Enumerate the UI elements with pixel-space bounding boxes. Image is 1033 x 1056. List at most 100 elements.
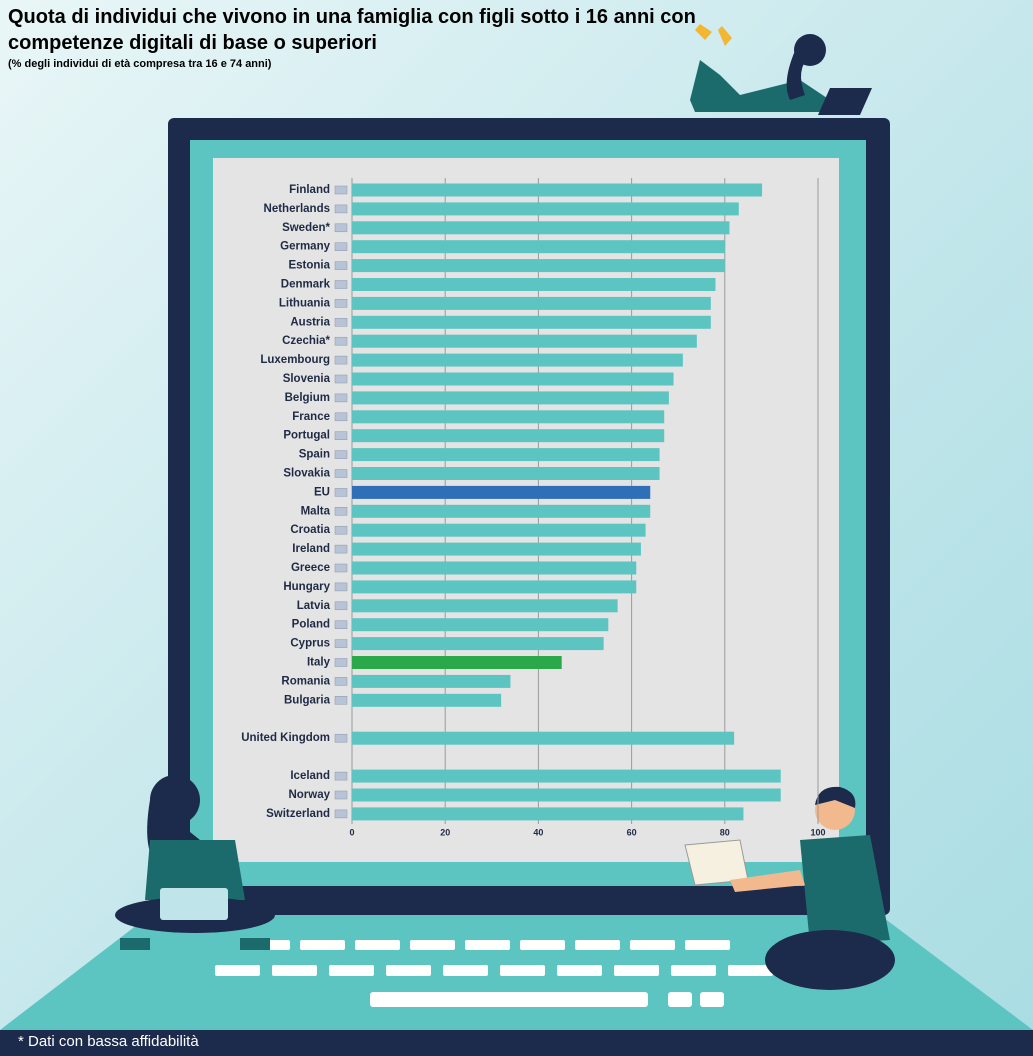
flag-icon [334,261,348,270]
flag-icon [334,771,348,781]
y-tick-label: Iceland [290,770,330,782]
flag-icon [334,733,348,743]
bar [352,240,725,254]
flag-icon [334,393,348,403]
flag-icon [334,336,348,346]
y-tick-label: Slovakia [283,468,330,480]
y-tick-label: Poland [292,619,330,631]
y-tick-label: Norway [288,789,330,801]
footnote: * Dati con bassa affidabilità [0,1030,1033,1056]
bar [352,372,674,386]
y-tick-label: Malta [301,505,331,517]
chart-subtitle: (% degli individui di età compresa tra 1… [8,58,272,70]
y-tick-label: EU [314,486,330,498]
flag-icon [334,185,348,195]
flag-icon [334,525,348,535]
y-tick-label: Netherlands [264,203,330,215]
flag-icon [334,450,348,459]
flag-icon [334,563,348,573]
bar [352,656,562,669]
bar [352,599,618,613]
y-tick-label: Slovenia [283,373,331,385]
bar [352,769,781,783]
y-tick-label: Greece [291,562,330,574]
x-tick-label: 100 [810,827,825,837]
y-tick-label: Denmark [281,279,331,291]
bar [352,504,651,518]
bar [352,448,660,462]
flag-icon [334,374,348,384]
y-tick-label: Austria [290,316,330,328]
bar [352,183,763,197]
bar [352,485,651,499]
x-tick-label: 40 [533,827,543,837]
y-tick-label: Luxembourg [260,354,330,366]
bar [352,353,683,367]
flag-icon [334,620,348,629]
bar [352,637,604,651]
bar [352,221,730,235]
bar [352,542,641,556]
person-top [690,24,872,115]
bar [352,259,725,273]
y-tick-label: Lithuania [279,297,331,309]
bar [352,467,660,480]
y-tick-label: Czechia* [282,335,330,347]
x-tick-label: 80 [720,827,730,837]
flag-icon [334,658,348,667]
y-tick-label: Portugal [283,430,330,442]
y-tick-label: Croatia [290,524,330,536]
bar [352,334,697,348]
flag-icon [334,677,348,686]
bar [352,410,665,424]
flag-icon [334,601,348,611]
person-left [115,775,275,950]
y-tick-label: Bulgaria [284,694,331,706]
flag-icon [334,469,348,478]
y-tick-label: Finland [289,184,330,196]
flag-icon [334,544,348,554]
bar [352,315,711,329]
flag-icon [334,431,348,440]
flag-icon [334,639,348,648]
flag-icon [334,507,348,516]
flag-icon [334,696,348,705]
flag-icon [334,280,348,289]
bar [352,731,735,745]
flag-icon [334,318,348,327]
flag-icon [334,488,348,497]
bar [352,807,744,821]
bar [352,429,665,443]
flag-icon [334,355,348,365]
person-right [684,786,895,990]
y-tick-label: Spain [299,449,330,461]
flag-icon [334,412,348,422]
bar [352,523,646,537]
y-tick-label: France [292,411,330,423]
bar [352,580,637,594]
bar [352,561,637,575]
x-tick-label: 20 [440,827,450,837]
bar [352,391,669,405]
x-tick-label: 0 [349,827,354,837]
y-tick-label: Romania [281,675,330,687]
bar [352,674,511,688]
chart-title: Quota di individui che vivono in una fam… [8,6,696,54]
flag-icon [334,809,348,819]
bar [352,278,716,291]
flag-icon [334,299,348,308]
flag-icon [334,204,348,214]
y-tick-label: Hungary [283,581,330,593]
flag-icon [334,223,348,233]
bar [352,296,711,310]
y-tick-label: Ireland [292,543,330,555]
y-tick-label: Belgium [285,392,330,404]
flag-icon [334,242,348,251]
bar [352,693,502,707]
bar [352,788,781,802]
flag-icon [334,582,348,592]
y-tick-label: Estonia [288,260,330,272]
y-tick-label: Italy [307,657,331,669]
y-tick-label: Switzerland [266,808,330,820]
